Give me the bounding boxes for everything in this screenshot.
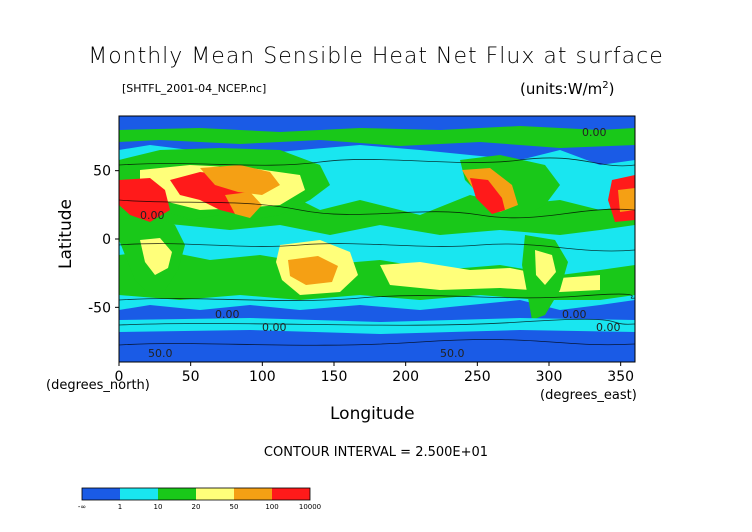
x-axis-ticks: 0 50 100 150 200 250 300 350 <box>115 362 634 385</box>
africa-yellow <box>140 238 172 275</box>
high-latitude-green <box>119 126 635 148</box>
asia-orange <box>200 165 280 195</box>
contour-lines <box>119 157 635 346</box>
india-orange <box>225 192 262 218</box>
east-edge-orange <box>618 188 635 212</box>
colorbar-swatch <box>82 488 120 500</box>
x-tick-label: 200 <box>392 369 419 385</box>
colorbar-label: 10 <box>154 503 163 511</box>
x-tick-label: 0 <box>115 369 124 385</box>
contour-label: 0.00 <box>262 321 287 334</box>
contour-line <box>119 157 635 167</box>
colorbar-swatch <box>234 488 272 500</box>
contour-label: 0.00 <box>562 308 587 321</box>
contour-label: 0.00 <box>215 308 240 321</box>
x-tick-label: 50 <box>182 369 200 385</box>
chart-title: Monthly Mean Sensible Heat Net Flux at s… <box>88 44 664 69</box>
colorbar-swatch <box>158 488 196 500</box>
colorbar-label: 1 <box>118 503 122 511</box>
source-file-label: [SHTFL_2001-04_NCEP.nc] <box>122 82 267 95</box>
colorbar-swatch <box>196 488 234 500</box>
contour-line <box>119 318 635 326</box>
contour-interval-label: CONTOUR INTERVAL = 2.500E+01 <box>263 445 489 460</box>
y-tick-label: -50 <box>88 300 111 316</box>
colorbar-frame <box>81 487 311 501</box>
contour-line <box>119 339 635 346</box>
x-tick-label: 350 <box>607 369 634 385</box>
contour-line <box>119 199 635 219</box>
contour-label: 0.00 <box>140 209 165 222</box>
y-axis-ticks: 50 0 -50 <box>88 164 119 316</box>
contour-label: 0.00 <box>582 126 607 139</box>
units-label: (units:W/m2) <box>520 80 615 98</box>
contour-label: 50.0 <box>148 347 173 360</box>
x-unit-note: (degrees_east) <box>540 388 637 403</box>
colorbar-label: -∞ <box>78 503 86 511</box>
colorbar-label: 50 <box>230 503 239 511</box>
contour-label: 0.00 <box>596 321 621 334</box>
x-tick-label: 100 <box>249 369 276 385</box>
australia-orange <box>288 256 338 285</box>
x-tick-label: 250 <box>464 369 491 385</box>
antarctic-ring <box>119 318 635 334</box>
colorbar-label: 10000 <box>299 503 321 511</box>
contour-label: 50.0 <box>440 347 465 360</box>
units-power: 2 <box>602 80 609 91</box>
units-text: (units:W/m <box>520 80 603 98</box>
colorbar: -∞ 1 10 20 50 100 10000 <box>78 487 321 511</box>
map-field: 50.0 50.0 0.00 0.00 0.00 0.00 0.00 0.00 <box>119 116 635 362</box>
colorbar-label: 20 <box>192 503 201 511</box>
x-axis-label: Longitude <box>330 404 415 424</box>
colorbar-swatch <box>120 488 158 500</box>
sahara-red <box>119 178 170 222</box>
x-tick-label: 150 <box>321 369 348 385</box>
units-close: ) <box>608 80 615 98</box>
colorbar-label: 100 <box>265 503 278 511</box>
colorbar-swatch <box>272 488 310 500</box>
south-america-yellow <box>535 250 556 285</box>
y-tick-label: 50 <box>93 164 111 180</box>
y-unit-note: (degrees_north) <box>46 378 150 393</box>
contour-line <box>119 243 635 252</box>
contour-line <box>119 293 635 301</box>
y-tick-label: 0 <box>102 232 111 248</box>
x-tick-label: 300 <box>536 369 563 385</box>
north-america-red <box>470 178 505 214</box>
